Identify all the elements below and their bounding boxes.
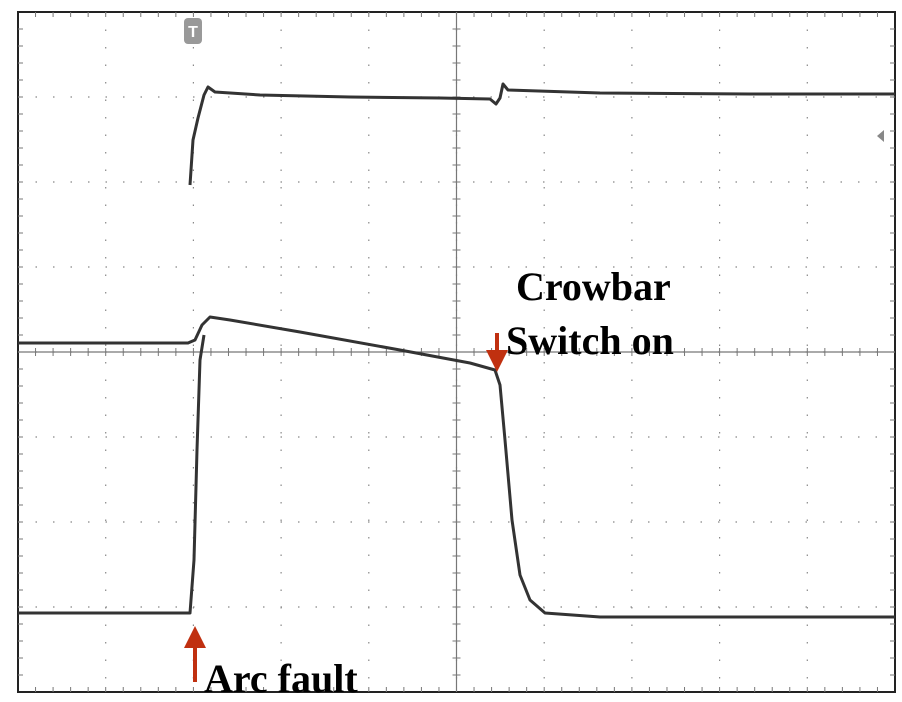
svg-text:T: T [188,24,198,41]
annotation: Arc fault [204,656,358,701]
page: T Crowbar Switch on Arc fault (() => { c… [0,0,902,702]
oscilloscope-screen: T Crowbar Switch on Arc fault [0,0,902,702]
annotation: Crowbar [516,264,671,309]
annotation: Switch on [506,318,674,363]
trigger-marker: T [184,18,202,44]
